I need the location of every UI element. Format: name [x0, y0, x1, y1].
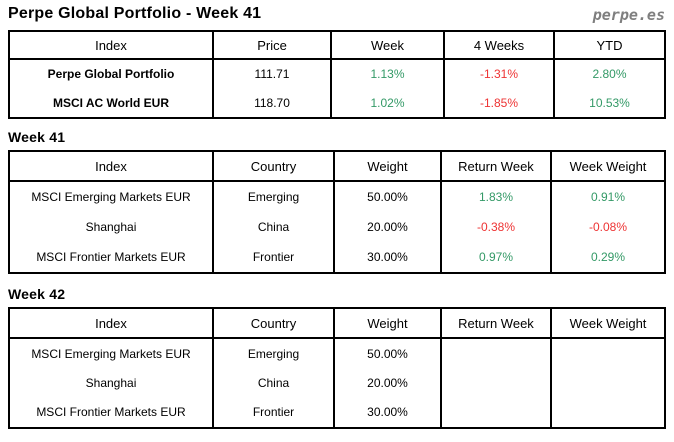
cell-index: MSCI AC World EUR	[10, 88, 214, 117]
cell-week-weight: -0.08%	[588, 220, 628, 234]
cell-price: 118.70	[214, 88, 332, 117]
cell-weight: 30.00%	[335, 397, 442, 427]
summary-header-ytd: YTD	[596, 37, 623, 53]
cell-week: 1.02%	[332, 88, 445, 117]
cell-country: Frontier	[214, 242, 335, 272]
cell-index: Shanghai	[10, 368, 214, 398]
table-row: Shanghai China 20.00%	[10, 368, 664, 398]
cell-ytd: 10.53%	[589, 95, 630, 110]
cell-ytd: 2.80%	[592, 67, 627, 82]
table-row: MSCI Frontier Markets EUR Frontier 30.00…	[10, 242, 664, 272]
perpe-logo: perpe.es	[592, 6, 665, 24]
cell-return-week	[442, 397, 552, 427]
week42-header-weight: Weight	[335, 309, 442, 337]
cell-week-weight: 0.91%	[590, 190, 626, 204]
cell-4weeks: -1.31%	[445, 60, 555, 89]
cell-index: Shanghai	[10, 212, 214, 242]
cell-weight: 50.00%	[335, 182, 442, 212]
table-row: Perpe Global Portfolio 111.71 1.13% -1.3…	[10, 60, 664, 89]
week42-heading: Week 42	[8, 286, 66, 302]
cell-week-weight	[552, 398, 664, 427]
cell-return-week: -0.38%	[442, 212, 552, 242]
cell-country: Emerging	[214, 339, 335, 369]
week42-header-returnweek: Return Week	[442, 309, 552, 337]
cell-weight: 20.00%	[335, 368, 442, 398]
cell-index: MSCI Emerging Markets EUR	[10, 339, 214, 369]
week42-header-weekweight: Week Weight	[569, 315, 647, 331]
week41-header-weight: Weight	[335, 152, 442, 180]
cell-index: MSCI Frontier Markets EUR	[10, 242, 214, 272]
cell-weight: 20.00%	[335, 212, 442, 242]
summary-table: Index Price Week 4 Weeks YTD Perpe Globa…	[8, 30, 666, 119]
cell-weight: 30.00%	[335, 242, 442, 272]
cell-country: China	[214, 212, 335, 242]
cell-country: China	[214, 368, 335, 398]
cell-week-weight	[552, 339, 664, 368]
week42-header-country: Country	[214, 309, 335, 337]
cell-return-week: 0.97%	[442, 242, 552, 272]
cell-week-weight	[552, 368, 664, 397]
week42-header-index: Index	[10, 309, 214, 337]
week42-table-header: Index Country Weight Return Week Week We…	[10, 309, 664, 339]
week41-header-index: Index	[10, 152, 214, 180]
cell-weight: 50.00%	[335, 339, 442, 369]
cell-return-week: 1.83%	[442, 182, 552, 212]
summary-table-header: Index Price Week 4 Weeks YTD	[10, 32, 664, 60]
cell-week-weight: 0.29%	[590, 250, 626, 264]
week41-table: Index Country Weight Return Week Week We…	[8, 150, 666, 274]
summary-header-index: Index	[10, 32, 214, 58]
page-title: Perpe Global Portfolio - Week 41	[8, 5, 262, 22]
table-row: MSCI Emerging Markets EUR Emerging 50.00…	[10, 339, 664, 369]
table-row: MSCI Frontier Markets EUR Frontier 30.00…	[10, 397, 664, 427]
week41-header-country: Country	[214, 152, 335, 180]
table-row: MSCI Emerging Markets EUR Emerging 50.00…	[10, 182, 664, 212]
cell-return-week	[442, 339, 552, 369]
week41-heading: Week 41	[8, 129, 66, 145]
cell-week: 1.13%	[332, 60, 445, 89]
summary-header-week: Week	[332, 32, 445, 58]
week42-table: Index Country Weight Return Week Week We…	[8, 307, 666, 429]
cell-index: MSCI Emerging Markets EUR	[10, 182, 214, 212]
summary-header-4weeks: 4 Weeks	[445, 32, 555, 58]
cell-country: Frontier	[214, 397, 335, 427]
cell-index: Perpe Global Portfolio	[10, 60, 214, 89]
week41-header-weekweight: Week Weight	[569, 158, 647, 174]
table-row: MSCI AC World EUR 118.70 1.02% -1.85% 10…	[10, 88, 664, 117]
cell-price: 111.71	[214, 60, 332, 89]
cell-index: MSCI Frontier Markets EUR	[10, 397, 214, 427]
table-row: Shanghai China 20.00% -0.38% -0.08%	[10, 212, 664, 242]
week41-header-returnweek: Return Week	[442, 152, 552, 180]
cell-return-week	[442, 368, 552, 398]
week41-table-header: Index Country Weight Return Week Week We…	[10, 152, 664, 182]
cell-4weeks: -1.85%	[445, 88, 555, 117]
cell-country: Emerging	[214, 182, 335, 212]
summary-header-price: Price	[214, 32, 332, 58]
